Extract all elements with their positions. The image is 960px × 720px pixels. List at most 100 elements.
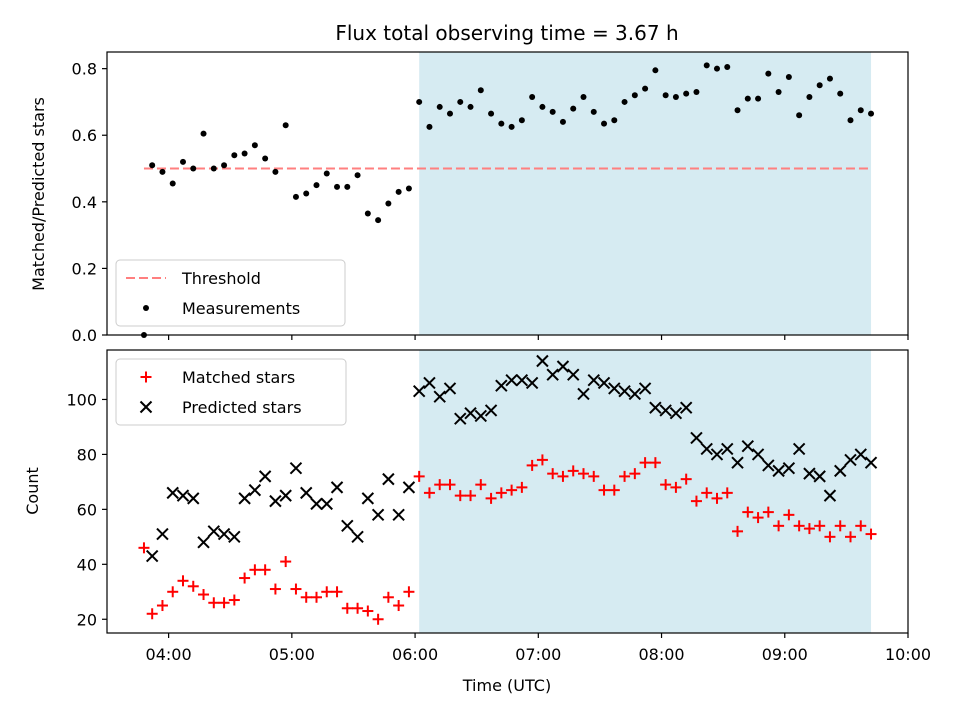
- top-y-tick-label: 0.8: [72, 60, 97, 79]
- bottom-data-point: [679, 401, 693, 414]
- bottom-data-point: [320, 497, 333, 511]
- top-data-point: [724, 63, 731, 70]
- bottom-data-point: [351, 530, 364, 544]
- top-data-point: [857, 107, 864, 114]
- bottom-data-point: [228, 530, 241, 544]
- bottom-data-point: [280, 556, 292, 568]
- bottom-series-matched-stars: [138, 454, 877, 625]
- top-data-point: [703, 62, 710, 69]
- top-data-point: [313, 182, 320, 189]
- top-data-point: [385, 200, 392, 207]
- top-data-point: [837, 90, 844, 97]
- bottom-data-point: [701, 487, 713, 499]
- top-legend: Threshold Measurements: [115, 259, 346, 327]
- top-legend-entry: Threshold: [126, 269, 261, 288]
- bottom-data-point: [371, 508, 385, 522]
- top-data-point: [272, 168, 279, 175]
- bottom-data-point: [382, 472, 395, 486]
- bottom-data-point: [444, 479, 456, 491]
- top-data-point: [344, 183, 351, 190]
- top-data-point: [713, 65, 720, 72]
- bottom-data-point: [526, 459, 538, 471]
- bottom-data-point: [382, 591, 394, 603]
- bottom-data-point: [495, 487, 507, 499]
- bottom-data-point: [762, 459, 775, 472]
- bottom-data-point: [854, 448, 867, 461]
- top-data-point: [816, 82, 823, 89]
- bottom-data-point: [372, 613, 384, 625]
- bottom-data-point: [352, 602, 364, 614]
- bottom-data-point: [639, 457, 651, 469]
- bottom-data-point: [567, 465, 579, 477]
- top-panel: 0.0 0.2 0.4 0.6 0.8 Threshold Measurements: [72, 51, 909, 345]
- top-data-point: [590, 108, 597, 115]
- top-data-point: [446, 110, 453, 117]
- top-data-point: [806, 93, 813, 100]
- bottom-data-point: [321, 586, 333, 598]
- legend-marker-swatch: [139, 400, 153, 414]
- top-legend-label: Threshold: [181, 269, 261, 288]
- bottom-data-point: [814, 520, 826, 532]
- bottom-data-point: [638, 382, 652, 395]
- top-data-point: [693, 88, 700, 95]
- top-y-tick-label: 0.0: [72, 326, 97, 345]
- bottom-data-point: [557, 470, 569, 482]
- top-data-point: [642, 85, 649, 92]
- top-y-tick-label: 0.4: [72, 193, 97, 212]
- bottom-data-point: [772, 464, 785, 478]
- bottom-data-point: [823, 489, 837, 502]
- bottom-data-point: [659, 404, 672, 417]
- bottom-data-point: [279, 489, 292, 502]
- bottom-data-point: [844, 453, 857, 467]
- top-y-axis-label: Matched/Predicted stars: [29, 97, 48, 291]
- bottom-x-tick-label: 10:00: [885, 645, 931, 664]
- bottom-data-point: [834, 520, 846, 532]
- bottom-data-point: [177, 575, 189, 587]
- bottom-data-point: [249, 564, 261, 576]
- top-data-point: [611, 117, 618, 124]
- top-data-point: [518, 117, 525, 124]
- bottom-data-point: [362, 605, 374, 617]
- bottom-data-point: [649, 457, 661, 469]
- top-data-point: [662, 92, 669, 99]
- bottom-data-point: [649, 401, 662, 414]
- bottom-legend-entry: Matched stars: [140, 368, 295, 387]
- bottom-data-point: [824, 531, 836, 543]
- top-data-point: [416, 98, 423, 105]
- bottom-legend-entry: Predicted stars: [139, 398, 302, 417]
- bottom-data-point: [803, 467, 816, 480]
- bottom-data-point: [732, 525, 744, 537]
- top-data-point: [652, 67, 659, 74]
- bottom-data-point: [412, 385, 426, 398]
- top-axes-frame: [106, 51, 909, 336]
- top-data-point: [580, 93, 587, 100]
- bottom-data-point: [228, 594, 240, 606]
- bottom-data-point: [146, 608, 158, 620]
- bottom-data-point: [138, 542, 150, 554]
- bottom-data-point: [711, 492, 723, 504]
- bottom-data-point: [619, 470, 631, 482]
- bottom-x-tick-label: 07:00: [515, 645, 561, 664]
- bottom-data-point: [187, 492, 200, 505]
- top-data-point: [734, 107, 741, 114]
- bottom-series-predicted-stars: [145, 354, 878, 563]
- top-data-point: [847, 117, 854, 124]
- top-data-point: [221, 162, 228, 169]
- top-data-point: [796, 112, 803, 119]
- top-data-point: [467, 103, 474, 110]
- bottom-y-tick-label: 80: [77, 445, 97, 464]
- bottom-data-point: [187, 580, 199, 592]
- top-data-point: [159, 168, 166, 175]
- bottom-data-point: [239, 572, 251, 584]
- top-data-point: [169, 180, 176, 187]
- bottom-data-point: [341, 519, 354, 533]
- bottom-data-point: [156, 600, 168, 612]
- bottom-data-point: [516, 481, 528, 493]
- bottom-data-point: [721, 442, 734, 456]
- bottom-data-point: [423, 487, 435, 499]
- top-data-point: [601, 120, 608, 127]
- bottom-data-point: [330, 481, 344, 494]
- bottom-data-point: [690, 495, 702, 507]
- top-data-point: [477, 87, 484, 94]
